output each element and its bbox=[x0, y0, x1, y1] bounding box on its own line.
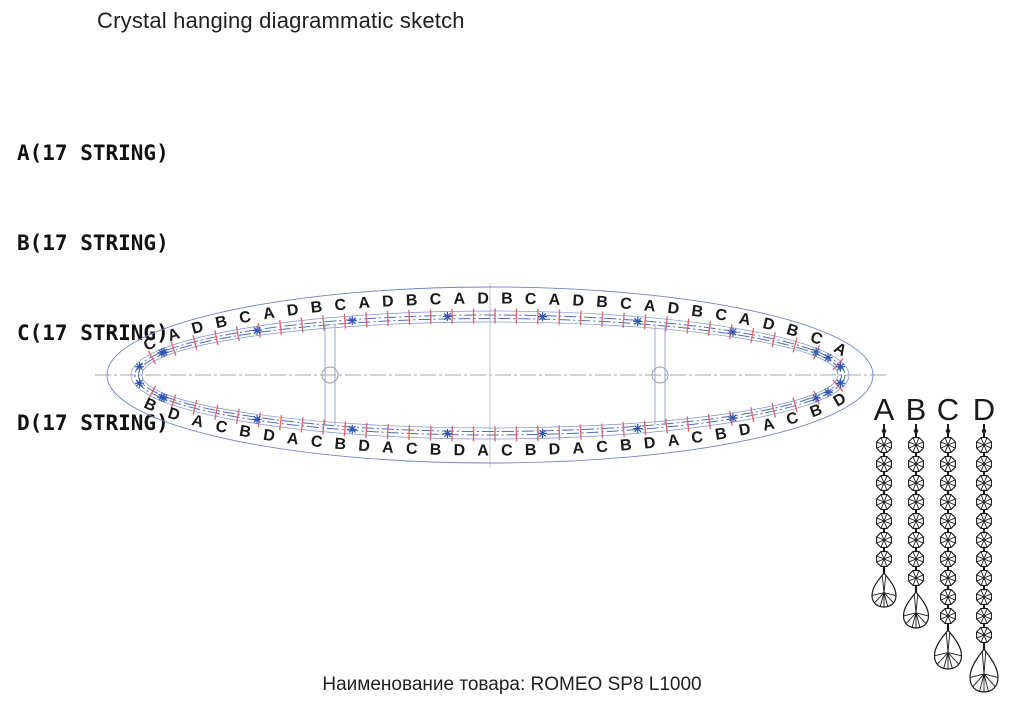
svg-text:C: C bbox=[214, 418, 229, 437]
svg-text:C: C bbox=[501, 442, 513, 459]
svg-text:A: A bbox=[643, 297, 657, 315]
svg-text:D: D bbox=[477, 290, 489, 307]
product-name-caption: Наименование товара: ROMEO SP8 L1000 bbox=[322, 674, 702, 695]
svg-text:D: D bbox=[190, 319, 205, 338]
legend-item-b: B(17 STRING) bbox=[17, 231, 169, 255]
svg-text:B: B bbox=[406, 292, 418, 309]
svg-text:D: D bbox=[667, 300, 680, 318]
svg-text:A: A bbox=[382, 439, 395, 457]
svg-text:A: A bbox=[453, 291, 465, 308]
svg-text:C: C bbox=[310, 433, 324, 451]
svg-text:A: A bbox=[761, 415, 777, 434]
svg-text:B: B bbox=[785, 321, 801, 341]
support-bars bbox=[321, 324, 669, 426]
svg-text:D: D bbox=[262, 427, 276, 446]
svg-text:C: C bbox=[525, 291, 537, 308]
svg-text:C: C bbox=[596, 439, 609, 457]
svg-text:D: D bbox=[643, 435, 656, 453]
svg-text:D: D bbox=[738, 421, 753, 440]
svg-text:C: C bbox=[714, 306, 729, 325]
chain-label-c: C bbox=[937, 392, 959, 427]
svg-text:A: A bbox=[572, 440, 585, 458]
tick-marks bbox=[147, 308, 844, 442]
svg-text:C: C bbox=[334, 296, 347, 314]
string-legend: A(17 STRING) B(17 STRING) C(17 STRING) D… bbox=[17, 78, 169, 498]
svg-text:C: C bbox=[238, 308, 253, 327]
svg-text:D: D bbox=[358, 438, 371, 456]
chain-label-d: D bbox=[973, 392, 995, 427]
svg-text:A: A bbox=[738, 310, 753, 329]
svg-text:B: B bbox=[238, 423, 252, 442]
svg-text:A: A bbox=[262, 305, 276, 324]
svg-text:C: C bbox=[619, 295, 632, 313]
crystal-chain-b: B bbox=[902, 392, 930, 629]
svg-text:B: B bbox=[501, 291, 513, 308]
ring-outlines bbox=[106, 286, 874, 464]
crystal-chain-c: C bbox=[933, 392, 963, 670]
legend-item-d: D(17 STRING) bbox=[17, 411, 169, 435]
legend-item-a: A(17 STRING) bbox=[17, 141, 169, 165]
svg-text:B: B bbox=[690, 303, 704, 321]
svg-text:B: B bbox=[525, 442, 537, 459]
chain-label-b: B bbox=[906, 392, 927, 427]
svg-text:A: A bbox=[667, 432, 681, 450]
svg-text:D: D bbox=[761, 315, 776, 334]
svg-text:A: A bbox=[190, 412, 206, 431]
svg-text:A: A bbox=[166, 325, 183, 345]
svg-text:D: D bbox=[453, 442, 465, 459]
center-lines bbox=[95, 283, 888, 468]
svg-text:B: B bbox=[214, 313, 229, 332]
svg-text:B: B bbox=[619, 437, 632, 455]
svg-text:A: A bbox=[286, 430, 300, 448]
chain-label-a: A bbox=[874, 392, 895, 427]
svg-text:A: A bbox=[548, 291, 561, 308]
sheet-title: Crystal hanging diagrammatic sketch bbox=[97, 8, 465, 33]
svg-text:B: B bbox=[714, 425, 728, 444]
svg-text:B: B bbox=[808, 401, 825, 421]
svg-text:A: A bbox=[358, 295, 371, 313]
svg-text:D: D bbox=[548, 441, 560, 458]
svg-text:D: D bbox=[572, 292, 584, 310]
ring-letters: CBADDABCCBADDABCCBADDABCCBADDABCCBADDABC… bbox=[141, 290, 849, 459]
crystal-chain-d: D bbox=[969, 392, 999, 693]
svg-text:D: D bbox=[382, 293, 395, 311]
svg-text:D: D bbox=[166, 405, 182, 425]
svg-text:B: B bbox=[596, 294, 609, 312]
svg-text:B: B bbox=[310, 299, 323, 317]
marker-stars bbox=[134, 311, 846, 439]
svg-text:C: C bbox=[406, 441, 419, 459]
crystal-chain-a: A bbox=[871, 392, 897, 608]
svg-text:B: B bbox=[429, 442, 441, 459]
svg-text:D: D bbox=[286, 301, 300, 319]
svg-text:A: A bbox=[477, 442, 489, 459]
svg-text:B: B bbox=[334, 436, 347, 454]
svg-text:C: C bbox=[690, 429, 704, 447]
svg-text:C: C bbox=[785, 409, 801, 429]
svg-text:C: C bbox=[429, 291, 442, 308]
